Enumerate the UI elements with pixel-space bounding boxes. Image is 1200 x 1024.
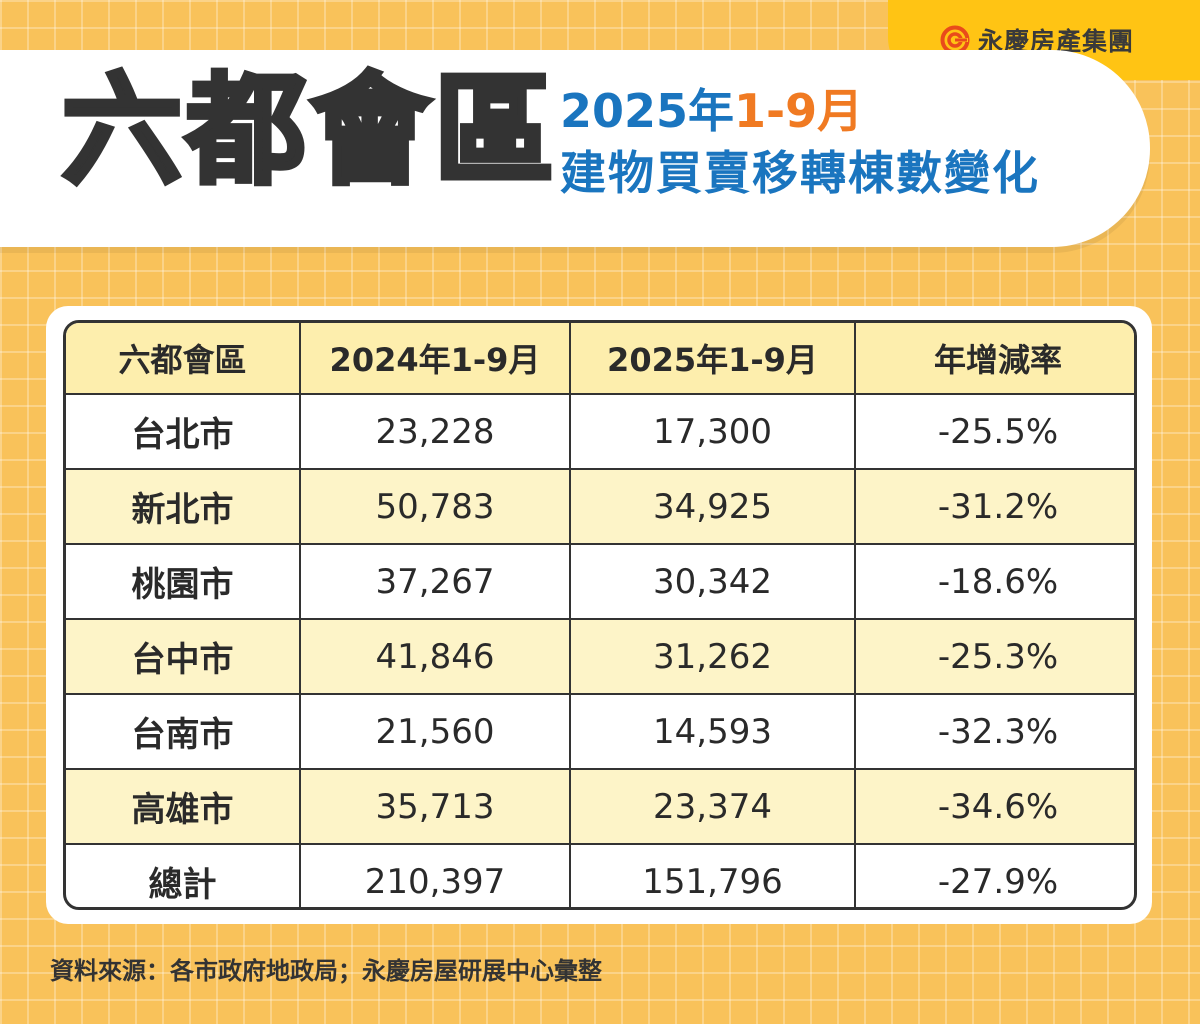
table-row: 台中市 41,846 31,262 -25.3% <box>66 618 1134 695</box>
value-2024-cell: 21,560 <box>299 693 571 770</box>
change-cell: -34.6% <box>854 768 1134 845</box>
subtitle-months: 1-9月 <box>734 84 864 138</box>
region-cell: 高雄市 <box>66 768 301 845</box>
data-table-frame: 六都會區 2024年1-9月 2025年1-9月 年增減率 台北市 23,228… <box>63 320 1137 910</box>
region-cell: 台中市 <box>66 618 301 695</box>
table-row: 台北市 23,228 17,300 -25.5% <box>66 393 1134 470</box>
table-row: 高雄市 35,713 23,374 -34.6% <box>66 768 1134 845</box>
region-cell: 台北市 <box>66 393 301 470</box>
subtitle-year: 2025年 <box>560 84 735 138</box>
source-note: 資料來源：各市政府地政局；永慶房屋研展中心彙整 <box>50 957 602 985</box>
value-2025-cell: 14,593 <box>569 693 856 770</box>
page-title: 六都會區 <box>60 62 558 201</box>
change-cell: -25.5% <box>854 393 1134 470</box>
total-2025-cell: 151,796 <box>569 843 856 907</box>
value-2025-cell: 17,300 <box>569 393 856 470</box>
column-header-region: 六都會區 <box>66 323 301 395</box>
value-2025-cell: 23,374 <box>569 768 856 845</box>
total-change-cell: -27.9% <box>854 843 1134 907</box>
column-header-2024: 2024年1-9月 <box>299 323 571 395</box>
region-cell: 桃園市 <box>66 543 301 620</box>
table-header-row: 六都會區 2024年1-9月 2025年1-9月 年增減率 <box>66 323 1134 395</box>
title-banner <box>0 50 1150 247</box>
change-cell: -32.3% <box>854 693 1134 770</box>
value-2025-cell: 31,262 <box>569 618 856 695</box>
data-table: 六都會區 2024年1-9月 2025年1-9月 年增減率 台北市 23,228… <box>66 323 1134 907</box>
table-total-row: 總計 210,397 151,796 -27.9% <box>66 843 1134 907</box>
subtitle-topic: 建物買賣移轉棟數變化 <box>560 146 1040 200</box>
value-2024-cell: 41,846 <box>299 618 571 695</box>
value-2025-cell: 34,925 <box>569 468 856 545</box>
value-2024-cell: 35,713 <box>299 768 571 845</box>
value-2024-cell: 37,267 <box>299 543 571 620</box>
table-row: 新北市 50,783 34,925 -31.2% <box>66 468 1134 545</box>
region-cell: 台南市 <box>66 693 301 770</box>
subtitle-date: 2025年1-9月 <box>560 88 863 134</box>
change-cell: -31.2% <box>854 468 1134 545</box>
column-header-2025: 2025年1-9月 <box>569 323 856 395</box>
region-cell: 新北市 <box>66 468 301 545</box>
value-2024-cell: 50,783 <box>299 468 571 545</box>
value-2025-cell: 30,342 <box>569 543 856 620</box>
table-row: 台南市 21,560 14,593 -32.3% <box>66 693 1134 770</box>
total-2024-cell: 210,397 <box>299 843 571 907</box>
column-header-change: 年增減率 <box>854 323 1134 395</box>
change-cell: -25.3% <box>854 618 1134 695</box>
value-2024-cell: 23,228 <box>299 393 571 470</box>
table-row: 桃園市 37,267 30,342 -18.6% <box>66 543 1134 620</box>
change-cell: -18.6% <box>854 543 1134 620</box>
total-label-cell: 總計 <box>66 843 301 907</box>
